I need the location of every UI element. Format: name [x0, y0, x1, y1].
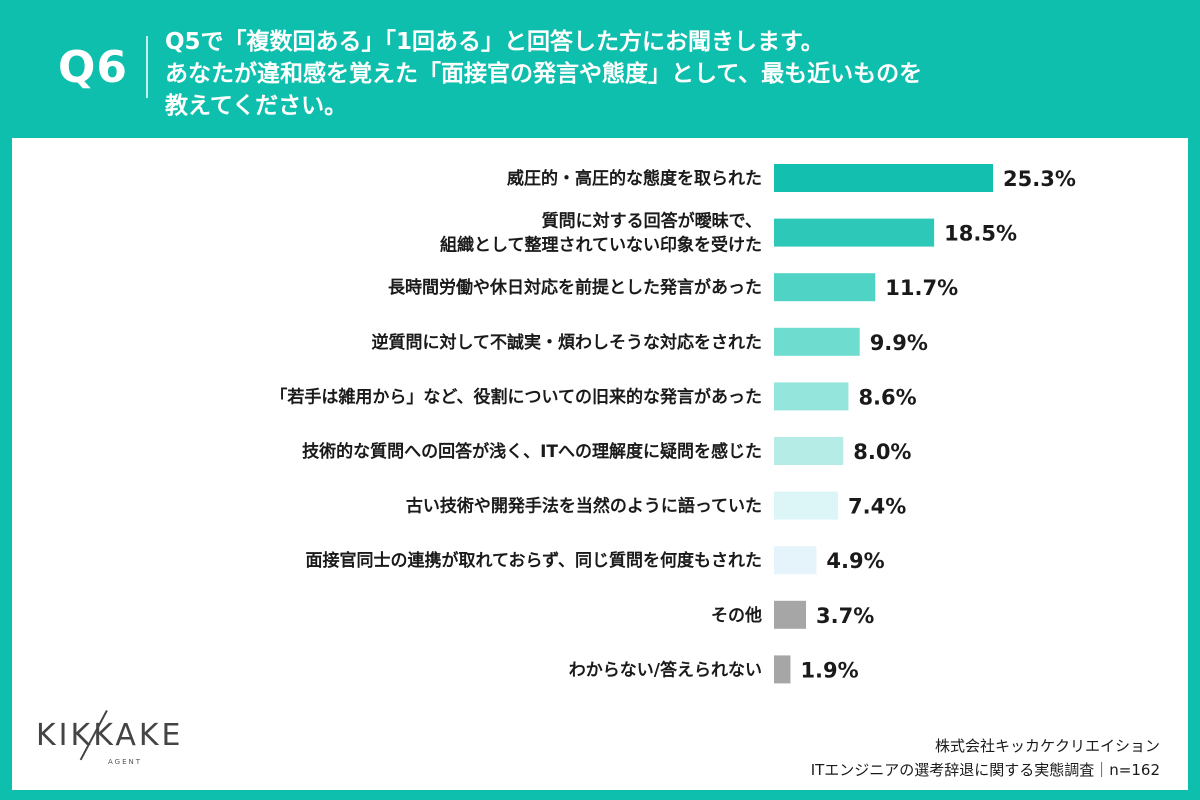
header-divider: [146, 36, 148, 98]
bar-10: [774, 655, 791, 684]
bar-3: [774, 273, 876, 302]
value-label-4: 9.9%: [870, 331, 928, 355]
source-survey: ITエンジニアの選考辞退に関する実態調査｜n=162: [810, 761, 1160, 779]
question-number: Q6: [58, 42, 129, 93]
source-note: 株式会社キッカケクリエイション ITエンジニアの選考辞退に関する実態調査｜n=1…: [811, 734, 1160, 782]
bar-5: [774, 382, 849, 411]
category-label-2-line-2: 組織として整理されていない印象を受けた: [440, 235, 762, 256]
logo-subtext: AGENT: [108, 758, 143, 766]
value-label-6: 8.0%: [853, 440, 911, 464]
header: Q6 Q5で「複数回ある」「1回ある」と回答した方にお聞きします。 あなたが違和…: [0, 0, 1200, 140]
bar-6: [774, 437, 844, 465]
category-label-6: 技術的な質問への回答が浅く、ITへの理解度に疑問を感じた: [302, 441, 762, 462]
kikkake-logo: KIKKAKE AGENT: [36, 710, 216, 770]
category-label-8: 面接官同士の連携が取れておらず、同じ質問を何度もされた: [306, 550, 762, 571]
bar-2: [774, 218, 935, 247]
value-label-2: 18.5%: [944, 222, 1017, 246]
bar-chart: 25.3% 威圧的・高圧的な態度を取られた 18.5% 質問に対する回答が曖昧で、組織…: [270, 164, 1076, 684]
category-label-5: 「若手は雑用から」など、役割についての旧来的な発言があった: [270, 386, 762, 407]
question-line-2: あなたが違和感を覚えた「面接官の発言や態度」として、最も近いものを: [165, 61, 923, 87]
category-label-10: わからない/答えられない: [569, 659, 762, 680]
category-label-9: その他: [711, 605, 762, 626]
question-line-1: Q5で「複数回ある」「1回ある」と回答した方にお聞きします。: [165, 29, 824, 55]
category-label-4: 逆質問に対して不誠実・煩わしそうな対応をされた: [372, 332, 763, 353]
value-label-3: 11.7%: [885, 276, 958, 300]
category-label-2-line-1: 質問に対する回答が曖昧で、: [542, 211, 762, 232]
value-label-8: 4.9%: [826, 549, 884, 573]
value-label-9: 3.7%: [816, 604, 874, 628]
bar-8: [774, 546, 817, 575]
bar-4: [774, 327, 860, 356]
logo-text: KIKKAKE: [36, 718, 184, 753]
bar-7: [774, 491, 839, 520]
category-label-1: 威圧的・高圧的な態度を取られた: [507, 168, 762, 189]
value-label-7: 7.4%: [848, 495, 906, 519]
bar-1: [774, 164, 993, 192]
question-text: Q5で「複数回ある」「1回ある」と回答した方にお聞きします。 あなたが違和感を覚…: [165, 26, 1165, 122]
question-line-3: 教えてください。: [165, 93, 348, 119]
chart-panel: 25.3% 威圧的・高圧的な態度を取られた 18.5% 質問に対する回答が曖昧で、組織…: [12, 138, 1188, 790]
category-label-7: 古い技術や開発手法を当然のように語っていた: [406, 496, 762, 517]
category-label-3: 長時間労働や休日対応を前提とした発言があった: [388, 277, 762, 298]
source-company: 株式会社キッカケクリエイション: [934, 737, 1160, 755]
value-label-5: 8.6%: [858, 385, 916, 409]
bar-9: [774, 600, 807, 629]
value-label-1: 25.3%: [1003, 167, 1076, 191]
value-label-10: 1.9%: [800, 658, 858, 682]
